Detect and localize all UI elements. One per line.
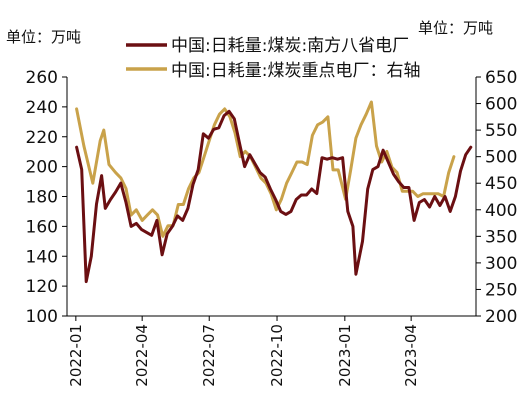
x-tick-label: 2022-04 bbox=[133, 324, 151, 387]
left-tick-label: 200 bbox=[26, 158, 58, 178]
right-tick-label: 250 bbox=[485, 280, 517, 300]
left-tick-label: 180 bbox=[26, 188, 58, 208]
x-tick-label: 2023-01 bbox=[336, 324, 354, 387]
right-tick-label: 450 bbox=[485, 174, 517, 194]
right-tick-label: 300 bbox=[485, 254, 517, 274]
right-tick-label: 500 bbox=[485, 148, 517, 168]
left-axis-ticks: 100 120 140 160 180 200 220 240 260 bbox=[26, 68, 67, 327]
right-unit-label: 单位：万吨 bbox=[418, 19, 493, 37]
legend: 中国:日耗量:煤炭:南方八省电厂 中国:日耗量:煤炭重点电厂：右轴 bbox=[126, 36, 420, 81]
series-line-key-power-plants bbox=[75, 100, 456, 238]
right-tick-label: 350 bbox=[485, 227, 517, 247]
x-tick-label: 2023-04 bbox=[402, 324, 420, 387]
right-tick-label: 400 bbox=[485, 201, 517, 221]
series-line-south-eight-provinces bbox=[75, 109, 473, 284]
series-layer bbox=[75, 100, 473, 284]
left-tick-label: 100 bbox=[26, 307, 58, 327]
right-axis-ticks: 200 250 300 350 400 450 500 550 600 650 bbox=[476, 68, 517, 327]
x-tick-label: 2022-10 bbox=[268, 324, 286, 387]
right-tick-label: 550 bbox=[485, 121, 517, 141]
x-tick-label: 2022-07 bbox=[200, 324, 218, 387]
x-tick-label: 2022-01 bbox=[67, 324, 85, 387]
left-tick-label: 140 bbox=[26, 247, 58, 267]
left-unit-label: 单位：万吨 bbox=[6, 28, 81, 46]
left-tick-label: 160 bbox=[26, 217, 58, 237]
left-tick-label: 220 bbox=[26, 128, 58, 148]
x-axis-ticks: 2022-01 2022-04 2022-07 2022-10 2023-01 2023-… bbox=[67, 316, 420, 387]
right-tick-label: 200 bbox=[485, 307, 517, 327]
legend-label-key-plants: 中国:日耗量:煤炭重点电厂：右轴 bbox=[171, 61, 420, 81]
legend-label-south-eight: 中国:日耗量:煤炭:南方八省电厂 bbox=[171, 36, 409, 56]
left-tick-label: 240 bbox=[26, 98, 58, 118]
right-tick-label: 650 bbox=[485, 68, 517, 88]
right-tick-label: 600 bbox=[485, 95, 517, 115]
left-tick-label: 120 bbox=[26, 277, 58, 297]
left-tick-label: 260 bbox=[26, 68, 58, 88]
